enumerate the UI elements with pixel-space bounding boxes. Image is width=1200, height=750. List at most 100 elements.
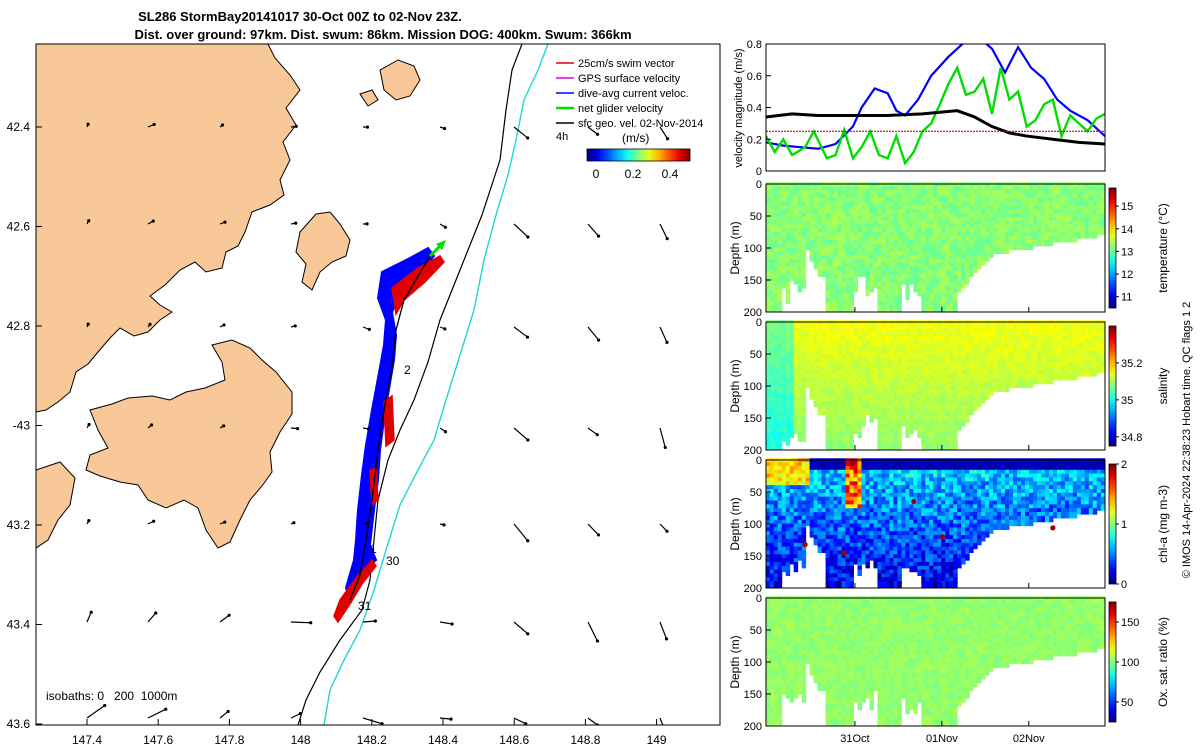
section-data-point [785,366,791,373]
section-data-point [821,465,827,473]
section-data-point [825,232,831,239]
section-data-point [789,500,795,507]
section-data-point [809,343,815,350]
section-data-point [929,278,934,285]
section-data-point [837,485,842,492]
section-data-point [873,239,878,247]
section-data-point [953,285,958,293]
section-data-point [933,228,938,235]
section-data-point [801,320,807,327]
section-data-point [837,458,842,465]
section-data-point [953,305,958,312]
section-data-point [905,205,910,212]
section-data-point [897,354,902,362]
section-data-point [845,439,850,446]
section-data-point [805,366,811,373]
section-data-point [789,546,795,553]
section-data-point [941,209,946,216]
section-data-point [925,347,930,354]
section-data-point [997,186,1002,193]
section-data-point [801,512,807,519]
section-data-point [1100,209,1106,216]
section-data-point [889,228,894,235]
section-data-point [765,496,771,504]
section-data-point [765,209,771,216]
section-data-point [1084,370,1090,377]
section-data-point [837,370,842,377]
section-data-point [1029,354,1034,362]
section-data-point [769,542,775,550]
section-data-point [769,550,775,557]
section-data-point [889,331,894,339]
section-data-point [1033,324,1038,331]
section-data-point [829,293,835,301]
section-data-point [817,201,823,208]
section-data-point [949,408,954,415]
section-data-point [785,431,791,439]
section-data-point [1013,220,1018,228]
section-data-point [953,351,958,358]
section-data-point [857,412,862,419]
section-data-point [841,213,846,220]
section-data-point [905,331,910,339]
section-data-point [989,247,994,254]
section-data-point [985,393,990,400]
section-data-point [769,443,775,450]
section-data-point [821,193,827,201]
section-data-point [893,239,898,247]
section-data-point [833,370,838,377]
section-data-point [781,473,787,481]
section-data-point [833,297,838,304]
section-data-point [857,228,862,235]
section-data-point [817,351,823,358]
section-data-point [949,255,954,262]
section-data-point [1013,236,1018,243]
section-data-point [937,427,942,435]
section-data-point [1056,320,1062,327]
section-data-point [905,335,910,343]
section-data-point [797,232,803,239]
section-data-point [829,489,835,496]
section-data-point [977,205,982,212]
section-data-point [1033,213,1038,220]
section-data-point [917,431,922,439]
section-data-point [949,213,954,220]
section-data-point [765,220,771,228]
section-data-point [965,182,970,189]
section-data-point [1021,197,1026,205]
section-data-point [813,462,819,469]
section-data-point [769,462,775,469]
section-data-point [989,335,994,343]
section-data-point [845,335,850,343]
section-data-point [801,420,807,427]
section-data-point [777,358,783,366]
section-data-point [781,232,787,239]
section-data-point [785,465,791,473]
section-data-point [1080,213,1086,220]
lat-tick-label: -43 [13,419,31,433]
section-data-point [893,243,898,251]
section-data-point [801,462,807,469]
section-data-point [773,285,779,293]
section-data-point [937,343,942,350]
section-data-point [917,228,922,235]
section-data-point [777,477,783,484]
section-data-point [933,182,938,189]
section-data-point [885,301,890,308]
section-data-point [797,259,803,266]
section-data-point [777,247,783,254]
section-data-point [1048,343,1054,350]
section-data-point [981,213,986,220]
section-data-point [837,492,842,500]
section-data-point [777,262,783,270]
section-data-point [909,247,914,254]
section-data-point [865,393,870,400]
section-data-point [797,393,803,400]
section-data-point [769,477,775,484]
section-data-point [777,236,783,243]
section-data-point [953,354,958,362]
lon-tick-label: 148.6 [499,733,529,747]
section-data-point [889,278,894,285]
section-data-point [941,339,946,346]
section-data-point [789,427,795,435]
